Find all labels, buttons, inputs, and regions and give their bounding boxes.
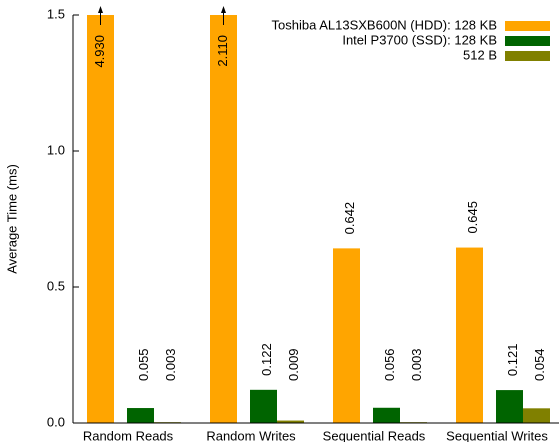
bar: [127, 408, 154, 423]
value-label: 0.009: [286, 348, 301, 381]
value-label: 4.930: [92, 35, 107, 68]
y-axis-label: Average Time (ms): [4, 164, 19, 274]
legend-swatch: [505, 36, 550, 46]
legend-label: Toshiba AL13SXB600N (HDD): 128 KB: [272, 17, 497, 32]
x-tick-label: Random Reads: [83, 428, 174, 442]
bar: [523, 408, 550, 423]
y-tick-label: 0.0: [47, 414, 65, 429]
value-label: 2.110: [215, 35, 230, 67]
bars: [87, 15, 550, 423]
overflow-arrow-head: [98, 6, 103, 13]
bar: [333, 248, 360, 423]
overflow-arrow-head: [221, 6, 226, 13]
value-label: 0.056: [382, 348, 397, 381]
bar: [456, 247, 483, 423]
legend-swatch: [505, 21, 550, 31]
x-tick-label: Sequential Reads: [323, 428, 426, 442]
value-label: 0.054: [532, 348, 547, 381]
x-tick-label: Random Writes: [206, 428, 296, 442]
y-tick-label: 1.5: [47, 6, 65, 21]
bar: [87, 15, 114, 423]
y-tick-label: 0.5: [47, 278, 65, 293]
legend-label: 512 B: [463, 47, 497, 62]
bar: [277, 420, 304, 423]
value-label: 0.121: [505, 344, 520, 377]
bar: [250, 389, 277, 423]
legend-label: Intel P3700 (SSD): 128 KB: [342, 32, 497, 47]
value-label: 0.642: [342, 202, 357, 235]
bar: [496, 390, 523, 423]
value-label: 0.122: [259, 343, 274, 376]
value-label: 0.003: [409, 348, 424, 381]
bar: [210, 15, 237, 423]
value-label: 0.003: [163, 348, 178, 381]
x-tick-label: Sequential Writes: [446, 428, 548, 442]
y-tick-label: 1.0: [47, 142, 65, 157]
value-label: 0.645: [465, 201, 480, 234]
value-label: 0.055: [136, 348, 151, 381]
legend-swatch: [505, 51, 550, 61]
bar: [373, 407, 400, 423]
